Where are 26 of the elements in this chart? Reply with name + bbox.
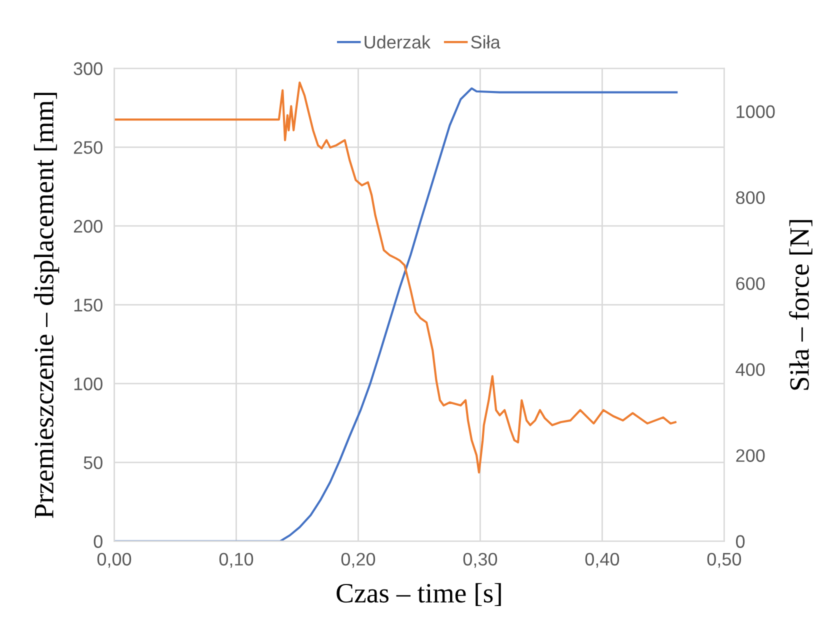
y-tick-label: 50 <box>84 456 102 470</box>
line-series <box>114 87 678 542</box>
legend-label: Siła <box>471 35 500 49</box>
y-tick-label: 100 <box>74 378 102 390</box>
y2-tick-label: 400 <box>736 363 765 376</box>
y-tick-label: 150 <box>74 298 102 312</box>
x-tick-label: 0,10 <box>219 552 254 568</box>
y2-axis-title: Siła – force [N] <box>789 220 812 390</box>
y2-tick-label: 200 <box>736 449 765 462</box>
y-tick-label: 0 <box>94 535 102 548</box>
y2-tick-label: 800 <box>736 191 765 204</box>
x-tick-label: 0,40 <box>585 552 620 568</box>
y-tick-label: 200 <box>74 220 102 233</box>
x-tick-label: 0,20 <box>341 552 376 568</box>
y-axis-title: Przemieszczenie – displacement [mm] <box>34 92 60 518</box>
x-axis-title: Czas – time [s] <box>336 583 501 606</box>
y-tick-label: 300 <box>74 62 102 76</box>
y2-tick-label: 600 <box>736 277 765 290</box>
legend-label: Uderzak <box>364 35 431 49</box>
y-tick-label: 250 <box>74 141 102 154</box>
line-series <box>114 82 676 474</box>
x-tick-label: 0,00 <box>97 552 132 568</box>
y2-tick-label: 0 <box>736 535 745 548</box>
x-tick-label: 0,50 <box>707 552 742 568</box>
y2-tick-label: 1000 <box>736 105 775 118</box>
x-tick-label: 0,30 <box>463 552 498 568</box>
